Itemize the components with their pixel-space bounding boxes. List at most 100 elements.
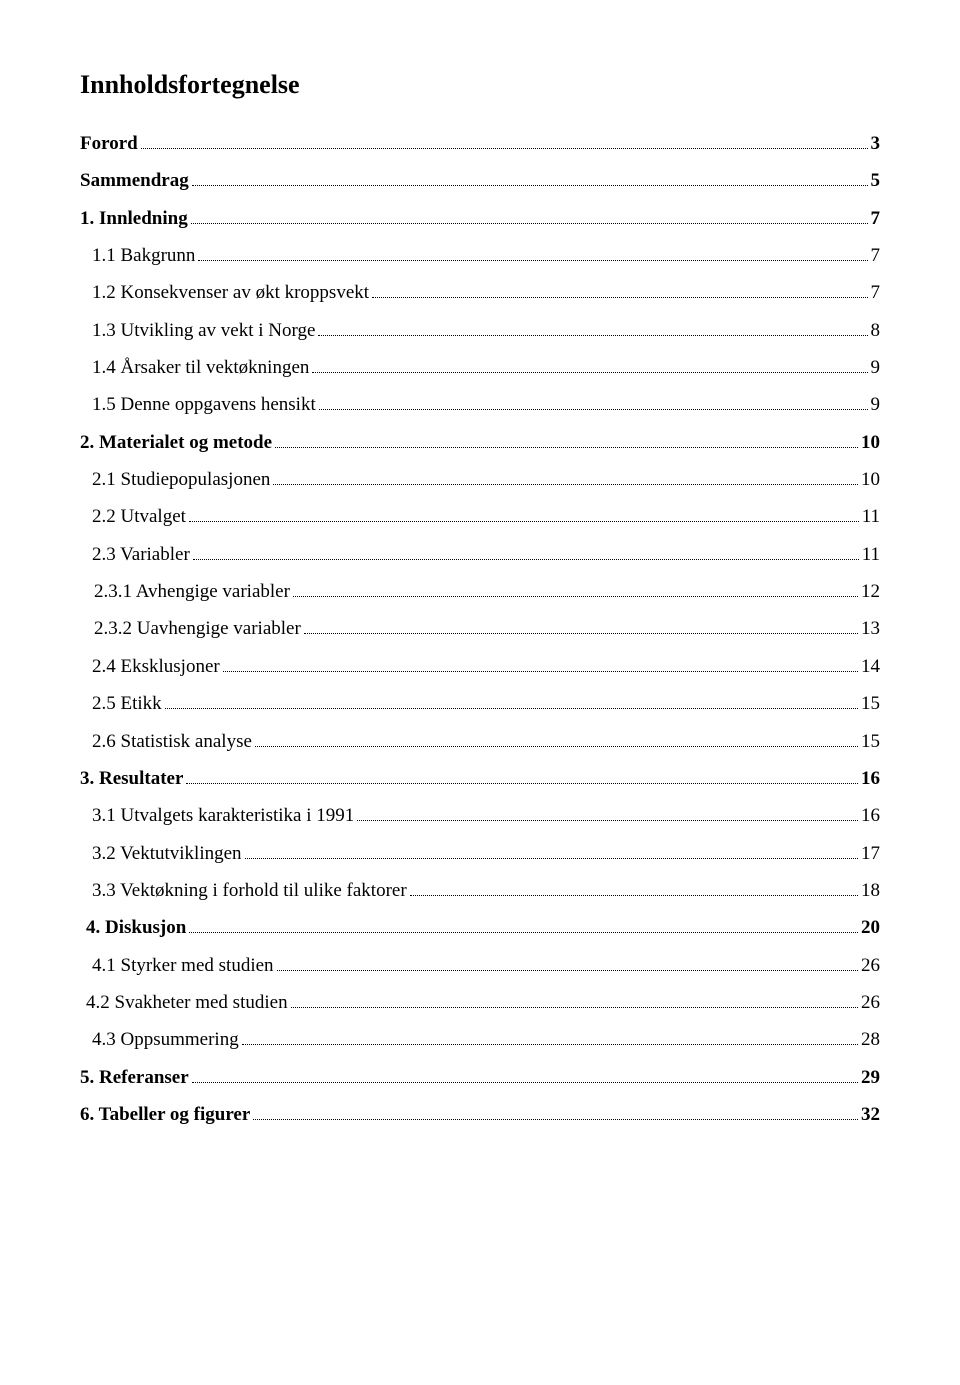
toc-entry: 1.3 Utvikling av vekt i Norge 8: [80, 315, 880, 346]
toc-entry-label: 2.5 Etikk: [92, 688, 162, 719]
toc-leader-dots: [198, 260, 867, 261]
toc-entry-label: 2.4 Eksklusjoner: [92, 651, 220, 682]
toc-entry-page: 16: [861, 763, 880, 794]
toc-entry-label: 4.3 Oppsummering: [92, 1024, 239, 1055]
toc-entry-page: 13: [861, 613, 880, 644]
toc-entry: 1.5 Denne oppgavens hensikt 9: [80, 389, 880, 420]
toc-entry-page: 8: [871, 315, 881, 346]
toc-leader-dots: [291, 1007, 858, 1008]
toc-leader-dots: [319, 409, 868, 410]
toc-entry-label: 3.1 Utvalgets karakteristika i 1991: [92, 800, 354, 831]
toc-leader-dots: [372, 297, 867, 298]
toc-entry: 2.3.2 Uavhengige variabler13: [80, 613, 880, 644]
toc-entry: 1.4 Årsaker til vektøkningen 9: [80, 352, 880, 383]
toc-entry-label: 4.2 Svakheter med studien: [86, 987, 288, 1018]
toc-entry: 6. Tabeller og figurer 32: [80, 1099, 880, 1130]
toc-leader-dots: [189, 521, 859, 522]
toc-entry-label: 1.5 Denne oppgavens hensikt: [92, 389, 316, 420]
toc-entry: 2.5 Etikk 15: [80, 688, 880, 719]
toc-entry-page: 15: [861, 726, 880, 757]
toc-entry-page: 32: [861, 1099, 880, 1130]
toc-entry-label: 2.6 Statistisk analyse: [92, 726, 252, 757]
toc-entry-label: Forord: [80, 128, 138, 159]
toc-entry-label: 2.1 Studiepopulasjonen: [92, 464, 270, 495]
toc-leader-dots: [275, 447, 858, 448]
toc-entry-label: 5. Referanser: [80, 1062, 189, 1093]
toc-entry-page: 7: [871, 277, 881, 308]
toc-entry-page: 20: [861, 912, 880, 943]
toc-leader-dots: [245, 858, 858, 859]
toc-entry-page: 28: [861, 1024, 880, 1055]
toc-entry: 2.3.1 Avhengige variabler12: [80, 576, 880, 607]
toc-entry-page: 10: [861, 464, 880, 495]
toc-entry-page: 15: [861, 688, 880, 719]
toc-entry: 2.1 Studiepopulasjonen 10: [80, 464, 880, 495]
toc-entry: 5. Referanser 29: [80, 1062, 880, 1093]
toc-leader-dots: [318, 335, 867, 336]
toc-entry: Forord3: [80, 128, 880, 159]
toc-leader-dots: [189, 932, 858, 933]
toc-entry: Sammendrag 5: [80, 165, 880, 196]
toc-entry: 1.2 Konsekvenser av økt kroppsvekt 7: [80, 277, 880, 308]
toc-leader-dots: [165, 708, 858, 709]
toc-entry-label: 2.2 Utvalget: [92, 501, 186, 532]
toc-entry-label: 4. Diskusjon: [86, 912, 186, 943]
toc-entry-label: 1.2 Konsekvenser av økt kroppsvekt: [92, 277, 369, 308]
toc-entry: 2.2 Utvalget 11: [80, 501, 880, 532]
toc-entry: 3.2 Vektutviklingen 17: [80, 838, 880, 869]
toc-entry-label: 1.1 Bakgrunn: [92, 240, 195, 271]
page-title: Innholdsfortegnelse: [80, 70, 880, 100]
toc-leader-dots: [273, 484, 858, 485]
toc-entry: 1.1 Bakgrunn 7: [80, 240, 880, 271]
toc-entry-label: 4.1 Styrker med studien: [92, 950, 274, 981]
toc-entry: 4. Diskusjon 20: [80, 912, 880, 943]
toc-leader-dots: [277, 970, 858, 971]
toc-entry-label: Sammendrag: [80, 165, 189, 196]
toc-leader-dots: [193, 559, 859, 560]
toc-leader-dots: [141, 148, 868, 149]
toc-entry-page: 11: [862, 539, 880, 570]
toc-leader-dots: [192, 185, 868, 186]
toc-entry-page: 7: [871, 203, 881, 234]
toc-entry: 2. Materialet og metode 10: [80, 427, 880, 458]
toc-entry-label: 1.4 Årsaker til vektøkningen: [92, 352, 309, 383]
toc-entry-page: 5: [871, 165, 881, 196]
toc-entry-page: 17: [861, 838, 880, 869]
toc-entry-label: 6. Tabeller og figurer: [80, 1099, 250, 1130]
toc-entry-label: 3. Resultater: [80, 763, 183, 794]
toc-entry-label: 1. Innledning: [80, 203, 188, 234]
toc-entry-page: 26: [861, 987, 880, 1018]
toc-entry: 4.3 Oppsummering 28: [80, 1024, 880, 1055]
toc-entry-page: 10: [861, 427, 880, 458]
toc-entry: 2.6 Statistisk analyse 15: [80, 726, 880, 757]
toc-leader-dots: [410, 895, 858, 896]
toc-leader-dots: [223, 671, 858, 672]
toc-leader-dots: [357, 820, 858, 821]
toc-entry: 2.4 Eksklusjoner14: [80, 651, 880, 682]
toc-entry-page: 29: [861, 1062, 880, 1093]
toc-leader-dots: [253, 1119, 858, 1120]
toc-entry: 3. Resultater 16: [80, 763, 880, 794]
toc-entry-label: 3.3 Vektøkning i forhold til ulike fakto…: [92, 875, 407, 906]
toc-entry-label: 2.3 Variabler: [92, 539, 190, 570]
toc-entry-page: 26: [861, 950, 880, 981]
toc-entry-page: 11: [862, 501, 880, 532]
toc-leader-dots: [192, 1082, 858, 1083]
toc-entry-label: 2.3.1 Avhengige variabler: [94, 576, 290, 607]
toc-entry-page: 9: [871, 352, 881, 383]
toc-entry: 2.3 Variabler 11: [80, 539, 880, 570]
toc-leader-dots: [293, 596, 858, 597]
toc-leader-dots: [186, 783, 858, 784]
toc-entry: 4.1 Styrker med studien 26: [80, 950, 880, 981]
toc-entry-page: 9: [871, 389, 881, 420]
toc-entry-page: 16: [861, 800, 880, 831]
toc-entry-label: 1.3 Utvikling av vekt i Norge: [92, 315, 315, 346]
toc-entry: 1. Innledning 7: [80, 203, 880, 234]
toc-entry: 3.3 Vektøkning i forhold til ulike fakto…: [80, 875, 880, 906]
toc-entry-label: 3.2 Vektutviklingen: [92, 838, 242, 869]
toc-leader-dots: [255, 746, 858, 747]
toc-entry-label: 2. Materialet og metode: [80, 427, 272, 458]
toc-entry-page: 7: [871, 240, 881, 271]
toc-leader-dots: [242, 1044, 858, 1045]
toc-entry-page: 18: [861, 875, 880, 906]
